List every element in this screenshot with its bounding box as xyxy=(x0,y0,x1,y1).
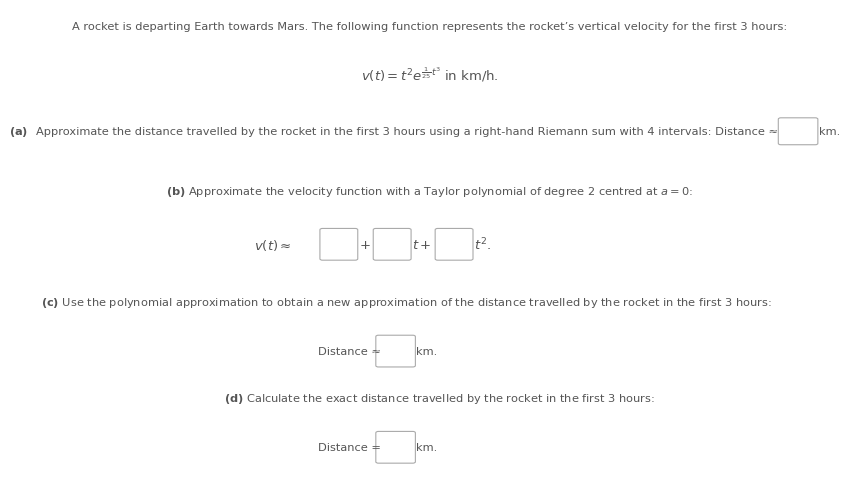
Text: Distance ≈: Distance ≈ xyxy=(318,347,381,356)
Text: $v(t) = t^2 e^{\frac{1}{25}t^3}$ in km/h.: $v(t) = t^2 e^{\frac{1}{25}t^3}$ in km/h… xyxy=(361,65,499,84)
Text: A rocket is departing Earth towards Mars. The following function represents the : A rocket is departing Earth towards Mars… xyxy=(72,22,788,32)
FancyBboxPatch shape xyxy=(435,229,473,261)
Text: km.: km. xyxy=(819,127,840,137)
Text: $t^2.$: $t^2.$ xyxy=(474,237,491,253)
FancyBboxPatch shape xyxy=(320,229,358,261)
Text: km.: km. xyxy=(416,443,438,452)
Text: Approximate the distance travelled by the rocket in the first 3 hours using a ri: Approximate the distance travelled by th… xyxy=(36,127,778,137)
FancyBboxPatch shape xyxy=(373,229,411,261)
FancyBboxPatch shape xyxy=(376,336,415,367)
Text: km.: km. xyxy=(416,347,438,356)
FancyBboxPatch shape xyxy=(376,432,415,463)
Text: $\bf{(b)}$ Approximate the velocity function with a Taylor polynomial of degree : $\bf{(b)}$ Approximate the velocity func… xyxy=(166,185,694,199)
Text: Distance =: Distance = xyxy=(318,443,381,452)
Text: $\bf{(c)}$ Use the polynomial approximation to obtain a new approximation of the: $\bf{(c)}$ Use the polynomial approximat… xyxy=(41,295,772,310)
Text: $\bf{(a)}$: $\bf{(a)}$ xyxy=(9,125,28,139)
Text: $+$: $+$ xyxy=(359,238,371,252)
Text: $\bf{(d)}$ Calculate the exact distance travelled by the rocket in the first 3 h: $\bf{(d)}$ Calculate the exact distance … xyxy=(224,391,654,406)
Text: $t+$: $t+$ xyxy=(412,238,432,252)
FancyBboxPatch shape xyxy=(778,119,818,145)
Text: $v(t) \approx$: $v(t) \approx$ xyxy=(254,237,292,252)
